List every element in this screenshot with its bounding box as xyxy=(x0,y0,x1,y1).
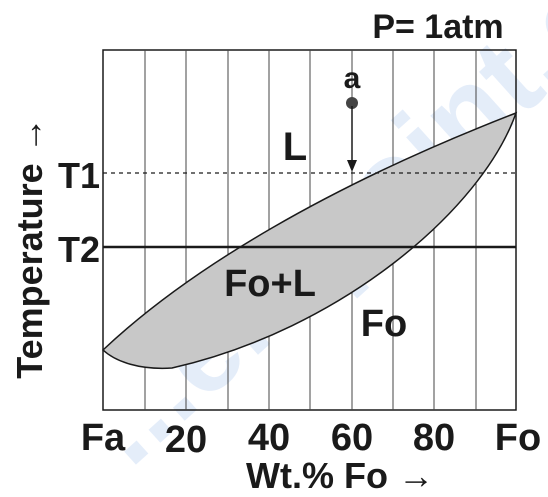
pressure-title: P= 1atm xyxy=(372,8,503,46)
two-phase-region xyxy=(101,111,518,370)
point-a-label: a xyxy=(344,62,361,95)
x-tick-label: Fo xyxy=(495,417,541,459)
t2-label: T2 xyxy=(58,229,100,270)
x-tick-label: 40 xyxy=(248,417,290,459)
point-a-marker xyxy=(346,97,358,109)
x-tick-label: 20 xyxy=(165,419,207,461)
t1-label: T1 xyxy=(58,155,100,196)
arrow-head xyxy=(347,160,357,172)
liquid-region-label: L xyxy=(283,125,307,169)
two-phase-region-label: Fo+L xyxy=(224,263,316,305)
x-tick-label: 60 xyxy=(331,417,373,459)
y-axis-title: Temperature → xyxy=(9,117,50,378)
x-tick-label: Fa xyxy=(81,417,126,459)
x-tick-label: 80 xyxy=(413,417,455,459)
x-axis-title: Wt.% Fo → xyxy=(246,455,434,496)
solid-region-label: Fo xyxy=(361,303,407,345)
